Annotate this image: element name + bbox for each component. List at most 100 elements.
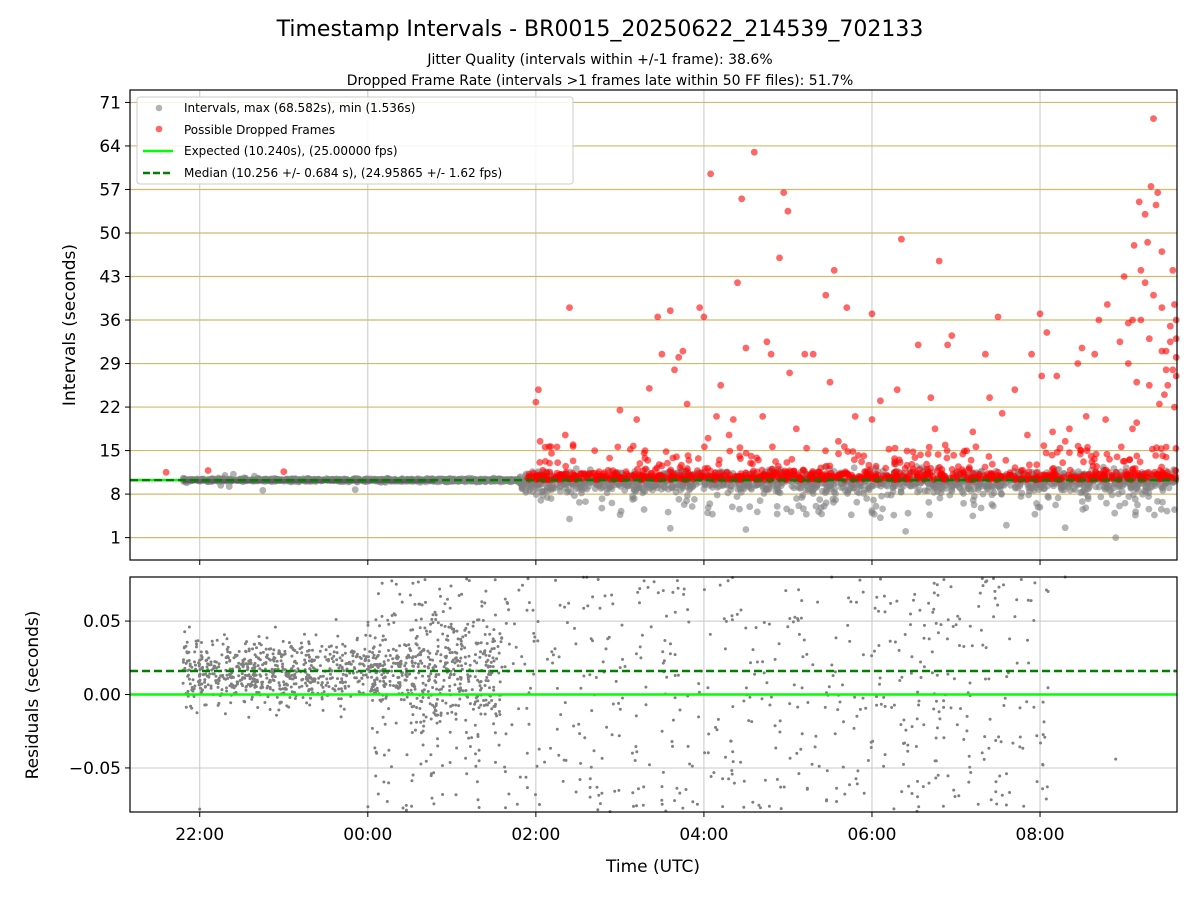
residual-point: [200, 689, 204, 693]
residual-point: [723, 647, 727, 651]
residual-point: [496, 645, 500, 648]
residual-point: [404, 661, 408, 665]
residual-point: [811, 663, 815, 667]
residual-point: [185, 651, 189, 655]
residual-point: [499, 640, 503, 644]
interval-point: [1131, 495, 1139, 503]
dropped-frame-points: [162, 115, 1180, 484]
residual-point: [363, 647, 367, 651]
dropped-frame-point: [1028, 350, 1035, 358]
interval-point: [1030, 487, 1038, 494]
residual-point: [779, 807, 783, 811]
dropped-frame-point: [553, 469, 561, 477]
dropped-frame-point: [548, 450, 555, 457]
residual-point: [797, 632, 801, 636]
dropped-frame-point: [861, 468, 868, 476]
residual-point: [806, 701, 810, 704]
residual-point: [921, 785, 925, 789]
residual-point: [275, 713, 278, 717]
residual-point: [491, 640, 495, 644]
dropped-frame-point: [1116, 338, 1124, 346]
residual-point: [492, 659, 496, 663]
residual-point: [255, 646, 258, 650]
residual-point: [936, 773, 940, 777]
residual-point: [942, 699, 946, 703]
residual-point: [1025, 700, 1029, 704]
interval-point: [904, 509, 912, 517]
residual-point: [467, 680, 471, 683]
residual-point: [384, 682, 388, 686]
residual-point: [987, 746, 991, 750]
residual-point: [1000, 793, 1004, 797]
residual-point: [371, 685, 375, 688]
residual-point: [310, 678, 314, 682]
residual-point: [922, 636, 926, 640]
residual-point: [416, 580, 420, 584]
interval-point: [1077, 489, 1085, 497]
interval-point: [897, 488, 905, 496]
dropped-frame-point: [1149, 445, 1156, 453]
residual-point: [492, 628, 496, 632]
residual-point: [238, 679, 242, 682]
residual-point: [418, 652, 422, 656]
residual-point: [577, 722, 581, 726]
dropped-frame-point: [1024, 431, 1031, 439]
residual-point: [359, 657, 363, 660]
residual-point: [408, 593, 412, 597]
residual-point: [498, 713, 502, 716]
residual-point: [323, 655, 327, 659]
residual-point: [282, 680, 286, 684]
residual-point: [1026, 638, 1029, 642]
dropped-frame-point: [1095, 316, 1103, 324]
dropped-frame-point: [959, 450, 967, 458]
interval-point: [221, 472, 229, 479]
residual-point: [290, 690, 294, 694]
residual-point: [305, 701, 309, 705]
residual-point: [591, 595, 595, 599]
residual-point: [697, 690, 701, 694]
dropped-frame-point: [742, 344, 750, 352]
residual-point: [634, 745, 638, 748]
dropped-frame-point: [707, 467, 714, 475]
interval-point: [832, 496, 839, 504]
residual-point: [306, 649, 309, 653]
residual-point: [549, 746, 552, 750]
residual-point: [423, 664, 427, 668]
residual-point: [999, 740, 1003, 744]
residual-point: [358, 662, 362, 666]
residual-point: [419, 731, 423, 735]
residual-point: [841, 765, 845, 769]
dropped-frame-point: [1048, 465, 1056, 473]
residual-point: [760, 697, 764, 701]
residual-point: [309, 676, 313, 679]
residual-point: [329, 672, 332, 676]
residual-point: [293, 697, 297, 700]
interval-point: [796, 484, 804, 492]
residual-point: [470, 688, 474, 692]
residual-point: [498, 680, 502, 684]
residual-point: [525, 706, 529, 710]
residual-point: [419, 659, 422, 663]
residual-point: [330, 676, 334, 680]
residual-point: [301, 696, 305, 699]
interval-point: [844, 488, 852, 496]
residual-point: [407, 643, 411, 647]
dropped-frame-point: [644, 456, 652, 464]
residual-point: [816, 600, 820, 604]
residual-point: [503, 770, 507, 774]
residual-point: [483, 601, 487, 605]
residual-point: [181, 660, 185, 664]
residual-point: [1044, 797, 1048, 801]
residual-point: [405, 753, 409, 757]
interval-point: [683, 497, 690, 505]
residual-point: [460, 592, 464, 596]
dropped-frame-point: [808, 475, 816, 483]
interval-point: [701, 480, 709, 488]
residual-point: [739, 608, 743, 612]
residual-point: [367, 659, 371, 663]
residual-point: [1018, 706, 1022, 710]
dropped-frame-point: [737, 455, 744, 462]
dropped-frame-point: [784, 207, 792, 215]
residual-point: [260, 680, 264, 684]
residual-point: [387, 707, 391, 711]
